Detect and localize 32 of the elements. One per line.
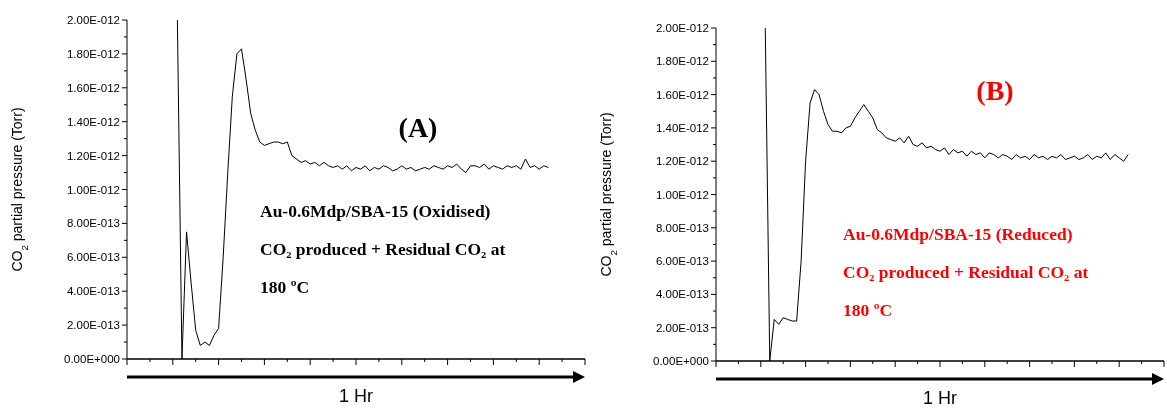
y-tick-label: 1.60E-012 <box>655 88 709 101</box>
y-tick-label: 6.00E-013 <box>66 251 120 264</box>
y-tick-label: 1.80E-012 <box>655 55 709 68</box>
annotation: Au-0.6Mdp/SBA-15 (Oxidised) <box>260 201 491 221</box>
y-tick-label: 0.00E+000 <box>653 355 709 368</box>
y-tick-label: 1.20E-012 <box>66 149 120 162</box>
y-tick-label: 2.00E-013 <box>66 319 120 332</box>
y-tick-label: 1.60E-012 <box>66 81 120 94</box>
y-tick-label: 1.40E-012 <box>655 121 709 134</box>
y-tick-label: 1.80E-012 <box>66 47 120 60</box>
annotation: Au-0.6Mdp/SBA-15 (Reduced) <box>843 224 1073 244</box>
y-tick-label: 8.00E-013 <box>66 217 120 230</box>
y-tick-label: 1.00E-012 <box>655 188 709 201</box>
y-tick-label: 1.20E-012 <box>655 155 709 168</box>
y-tick-label: 2.00E-013 <box>655 321 709 334</box>
y-tick-label: 8.00E-013 <box>655 221 709 234</box>
y-tick-label: 0.00E+000 <box>64 353 120 366</box>
x-axis-title: 1 Hr <box>922 388 958 408</box>
annotation: 180 ºC <box>260 277 310 297</box>
y-tick-label: 1.00E-012 <box>66 183 120 196</box>
y-tick-label: 2.00E-012 <box>655 22 709 35</box>
y-tick-label: 1.40E-012 <box>66 115 120 128</box>
annotation: 180 ºC <box>843 300 893 320</box>
text: (A) <box>398 112 438 143</box>
y-tick-label: 2.00E-012 <box>66 14 120 27</box>
y-tick-label: 4.00E-013 <box>66 285 120 298</box>
x-axis-title: 1 Hr <box>338 386 374 406</box>
annotation: CO₂ produced + Residual CO₂ at <box>260 239 506 259</box>
text: (B) <box>976 75 1014 106</box>
y-tick-label: 4.00E-013 <box>655 288 709 301</box>
annotation: CO₂ produced + Residual CO₂ at <box>843 262 1089 282</box>
y-tick-label: 6.00E-013 <box>655 255 709 268</box>
